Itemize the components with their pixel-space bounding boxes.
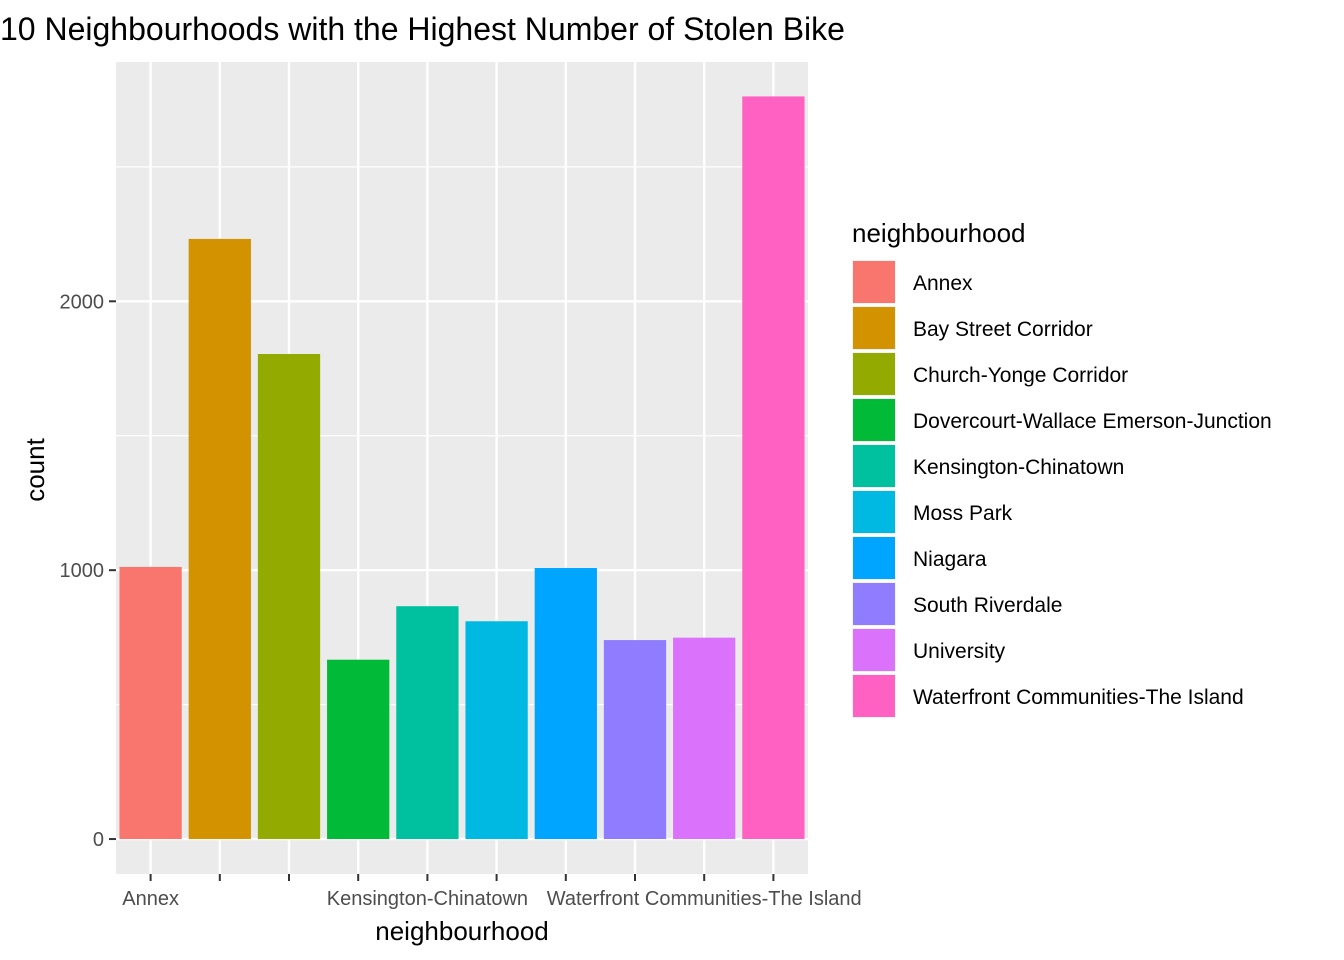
bar bbox=[673, 637, 736, 840]
legend-swatch bbox=[853, 307, 895, 349]
x-tick-label: Annex bbox=[122, 888, 179, 910]
legend-swatch bbox=[853, 399, 895, 441]
legend-swatch bbox=[853, 491, 895, 533]
legend-swatch bbox=[853, 261, 895, 303]
x-axis-title: neighbourhood bbox=[375, 916, 549, 946]
legend-label: Annex bbox=[913, 272, 973, 295]
legend-label: Kensington-Chinatown bbox=[913, 456, 1124, 479]
bar bbox=[327, 659, 390, 840]
legend-swatch bbox=[853, 445, 895, 487]
bars bbox=[119, 96, 805, 840]
legend-swatch bbox=[853, 353, 895, 395]
legend-swatch bbox=[853, 583, 895, 625]
y-axis: 0 1000 2000 bbox=[60, 291, 116, 851]
bar bbox=[188, 238, 251, 840]
legend-label: Waterfront Communities-The Island bbox=[913, 686, 1244, 709]
legend-label: Dovercourt-Wallace Emerson-Junction bbox=[913, 410, 1272, 433]
y-axis-title: count bbox=[20, 437, 50, 501]
legend-title: neighbourhood bbox=[852, 218, 1026, 248]
chart-title: 10 Neighbourhoods with the Highest Numbe… bbox=[0, 11, 845, 47]
legend-label: Bay Street Corridor bbox=[913, 318, 1093, 341]
legend-label: Moss Park bbox=[913, 502, 1013, 525]
legend-label: South Riverdale bbox=[913, 594, 1062, 617]
bar bbox=[257, 353, 321, 840]
y-tick-label: 1000 bbox=[60, 560, 105, 582]
bar bbox=[742, 96, 805, 840]
bar bbox=[465, 621, 528, 840]
x-tick-label: Kensington-Chinatown bbox=[327, 888, 528, 910]
legend: neighbourhood Annex Bay Street Corridor Ch… bbox=[852, 218, 1272, 718]
bar bbox=[534, 568, 597, 840]
x-tick-label: Waterfront Communities-The Island bbox=[547, 888, 862, 910]
x-axis: Annex Kensington-Chinatown Waterfront Comm… bbox=[122, 874, 862, 910]
bar bbox=[603, 640, 667, 840]
y-tick-label: 2000 bbox=[60, 291, 105, 313]
legend-swatch bbox=[853, 629, 895, 671]
legend-swatch bbox=[853, 675, 895, 717]
bar bbox=[396, 606, 459, 840]
legend-swatch bbox=[853, 537, 895, 579]
y-tick-label: 0 bbox=[93, 829, 104, 851]
legend-label: University bbox=[913, 640, 1006, 663]
legend-label: Church-Yonge Corridor bbox=[913, 364, 1128, 387]
legend-label: Niagara bbox=[913, 548, 987, 571]
bar bbox=[119, 566, 182, 840]
